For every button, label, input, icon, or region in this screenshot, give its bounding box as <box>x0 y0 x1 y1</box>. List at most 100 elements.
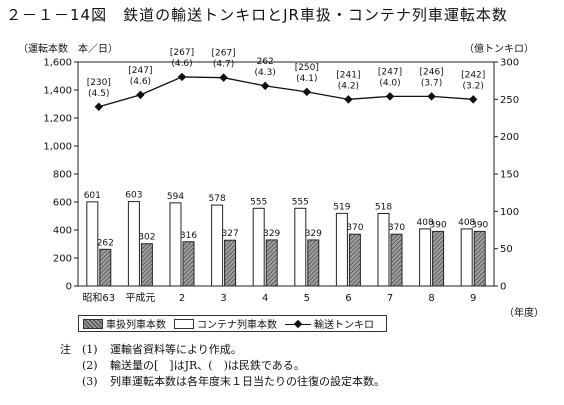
shaken-value-label: 329 <box>305 229 322 239</box>
tonkm-marker <box>468 95 478 104</box>
shaken-value-label: 327 <box>222 229 239 239</box>
container-value-label: 555 <box>250 197 267 207</box>
shaken-bar <box>348 233 361 287</box>
left-tick-label: 1,200 <box>43 114 72 125</box>
tonkm-private-label: (4.3) <box>255 68 276 78</box>
container-value-label: 603 <box>125 191 142 201</box>
shaken-value-label: 302 <box>138 233 155 243</box>
tonkm-private-label: (4.1) <box>296 74 317 84</box>
shaken-value-label: 370 <box>346 223 363 233</box>
tonkm-private-label: (3.2) <box>463 81 484 91</box>
container-bar <box>86 201 99 287</box>
tonkm-marker <box>177 72 187 82</box>
right-axis-unit: （億トンキロ） <box>464 44 534 55</box>
container-bar <box>294 207 307 287</box>
tonkm-private-label: (4.6) <box>130 77 151 87</box>
shaken-bar <box>265 239 278 287</box>
legend-label-container: コンテナ列車本数 <box>197 320 277 331</box>
container-bar <box>419 228 432 287</box>
tonkm-jr-label: [242] <box>461 70 485 80</box>
x-tick-label: 6 <box>345 293 351 304</box>
container-value-label: 555 <box>292 197 309 207</box>
container-value-label: 578 <box>209 194 226 204</box>
right-tick-label: 200 <box>500 132 519 143</box>
container-bar <box>252 207 265 287</box>
note-number: (2) <box>82 359 98 372</box>
tonkm-marker <box>94 102 104 112</box>
shaken-value-label: 316 <box>180 231 197 241</box>
shaken-bar <box>224 239 237 287</box>
left-tick-label: 800 <box>53 170 72 181</box>
shaken-value-label: 390 <box>430 220 447 230</box>
tonkm-jr-label: [267] <box>211 49 235 59</box>
note-number: (1) <box>82 343 98 356</box>
tonkm-jr-label: [230] <box>87 78 111 88</box>
x-axis-unit: （年度） <box>504 306 544 319</box>
tonkm-private-label: (4.7) <box>213 60 234 70</box>
tonkm-jr-label: 262 <box>257 57 274 67</box>
shaken-value-label: 370 <box>388 223 405 233</box>
legend-item-shaken: 車扱列車本数 <box>83 316 166 331</box>
left-tick-label: 400 <box>53 226 72 237</box>
note-head: 注 <box>60 343 71 356</box>
container-value-label: 594 <box>167 192 184 202</box>
chart-title: ２－１－14図 鉄道の輸送トンキロとJR車扱・コンテナ列車運転本数 <box>6 6 508 24</box>
shaken-bar <box>307 239 320 287</box>
tonkm-jr-label: [250] <box>295 63 319 73</box>
right-tick-label: 50 <box>500 244 513 255</box>
tonkm-marker <box>136 90 145 100</box>
x-tick-label: 4 <box>262 293 268 304</box>
container-bar <box>169 202 182 287</box>
note-2: (2) 輸送量の[ ]はJR、( )は民鉄である。 <box>60 358 385 374</box>
legend: 車扱列車本数 コンテナ列車本数 輸送トンキロ <box>78 315 387 332</box>
shaken-bar <box>390 233 403 287</box>
tonkm-jr-label: [241] <box>336 70 360 80</box>
x-tick-label: 昭和63 <box>82 292 115 304</box>
white-bar-swatch <box>174 318 194 329</box>
note-text: 列車運転本数は各年度末１日当たりの往復の設定本数。 <box>110 375 385 388</box>
container-value-label: 601 <box>84 191 101 201</box>
note-3: (3) 列車運転本数は各年度末１日当たりの往復の設定本数。 <box>60 374 385 390</box>
tonkm-marker <box>385 92 395 101</box>
shaken-bar <box>432 230 445 287</box>
note-number: (3) <box>82 375 98 388</box>
tonkm-marker <box>219 73 228 82</box>
container-value-label: 519 <box>333 202 350 212</box>
x-tick-label: 平成元 <box>125 292 155 304</box>
shaken-bar <box>473 230 486 287</box>
note-1: 注 (1) 運輸省資料等により作成。 <box>60 342 385 358</box>
legend-label-tonkm: 輸送トンキロ <box>314 320 374 331</box>
container-value-label: 408 <box>458 218 475 228</box>
chart-area: 0 200 400 600 800 1,000 1,200 1,400 1,600 0 50 100 1… <box>43 48 544 319</box>
tonkm-marker <box>260 81 270 91</box>
left-tick-label: 1,400 <box>43 86 72 97</box>
hatched-bar-swatch <box>83 318 103 329</box>
left-tick-label: 0 <box>66 282 72 293</box>
x-tick-label: 5 <box>304 293 310 304</box>
tonkm-jr-label: [247] <box>378 67 402 77</box>
tonkm-private-label: (4.6) <box>171 59 192 69</box>
container-bar <box>377 212 390 287</box>
tonkm-jr-label: [246] <box>419 67 443 77</box>
shaken-value-label: 390 <box>471 220 488 230</box>
x-tick-label: 7 <box>387 293 393 304</box>
right-tick-label: 0 <box>500 282 506 293</box>
line-marker-swatch <box>285 319 311 329</box>
tonkm-private-label: (3.7) <box>421 78 442 88</box>
shaken-value-label: 329 <box>263 229 280 239</box>
container-value-label: 518 <box>375 202 392 212</box>
container-bar <box>335 212 348 287</box>
left-tick-label: 1,600 <box>43 58 72 69</box>
shaken-value-label: 262 <box>97 238 114 248</box>
container-value-label: 408 <box>417 218 434 228</box>
notes: 注 (1) 運輸省資料等により作成。 (2) 輸送量の[ ]はJR、( )は民鉄… <box>60 342 385 390</box>
tonkm-line <box>98 76 474 108</box>
x-tick-label: 3 <box>220 293 226 304</box>
tonkm-private-label: (4.0) <box>379 78 400 88</box>
tonkm-marker <box>427 92 436 101</box>
legend-item-container: コンテナ列車本数 <box>174 316 277 331</box>
right-tick-label: 150 <box>500 170 519 181</box>
left-tick-label: 600 <box>53 198 72 209</box>
tonkm-private-label: (4.2) <box>338 81 359 91</box>
right-tick-label: 100 <box>500 207 519 218</box>
